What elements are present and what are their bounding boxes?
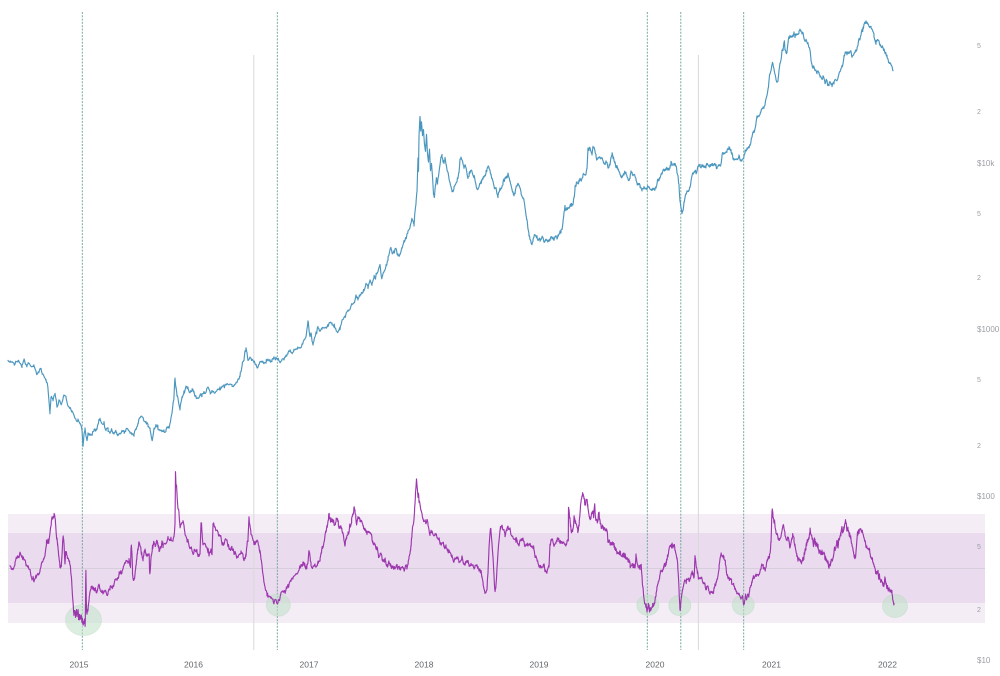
svg-text:2019: 2019: [530, 660, 549, 670]
svg-text:2: 2: [977, 275, 981, 282]
svg-text:$100: $100: [977, 492, 995, 501]
svg-text:$10k: $10k: [977, 159, 995, 168]
svg-text:$1000: $1000: [977, 325, 1000, 334]
svg-text:5: 5: [977, 544, 981, 551]
svg-text:2016: 2016: [184, 660, 203, 670]
svg-text:$10: $10: [977, 656, 991, 665]
svg-text:5: 5: [977, 43, 981, 50]
svg-text:2: 2: [977, 109, 981, 116]
svg-text:2022: 2022: [878, 660, 897, 670]
svg-text:2020: 2020: [646, 660, 665, 670]
svg-text:2015: 2015: [70, 660, 89, 670]
svg-text:5: 5: [977, 377, 981, 384]
svg-text:2: 2: [977, 443, 981, 450]
svg-text:2: 2: [977, 607, 981, 614]
svg-text:2017: 2017: [300, 660, 319, 670]
svg-text:2018: 2018: [415, 660, 434, 670]
svg-text:2021: 2021: [762, 660, 781, 670]
svg-text:5: 5: [977, 211, 981, 218]
